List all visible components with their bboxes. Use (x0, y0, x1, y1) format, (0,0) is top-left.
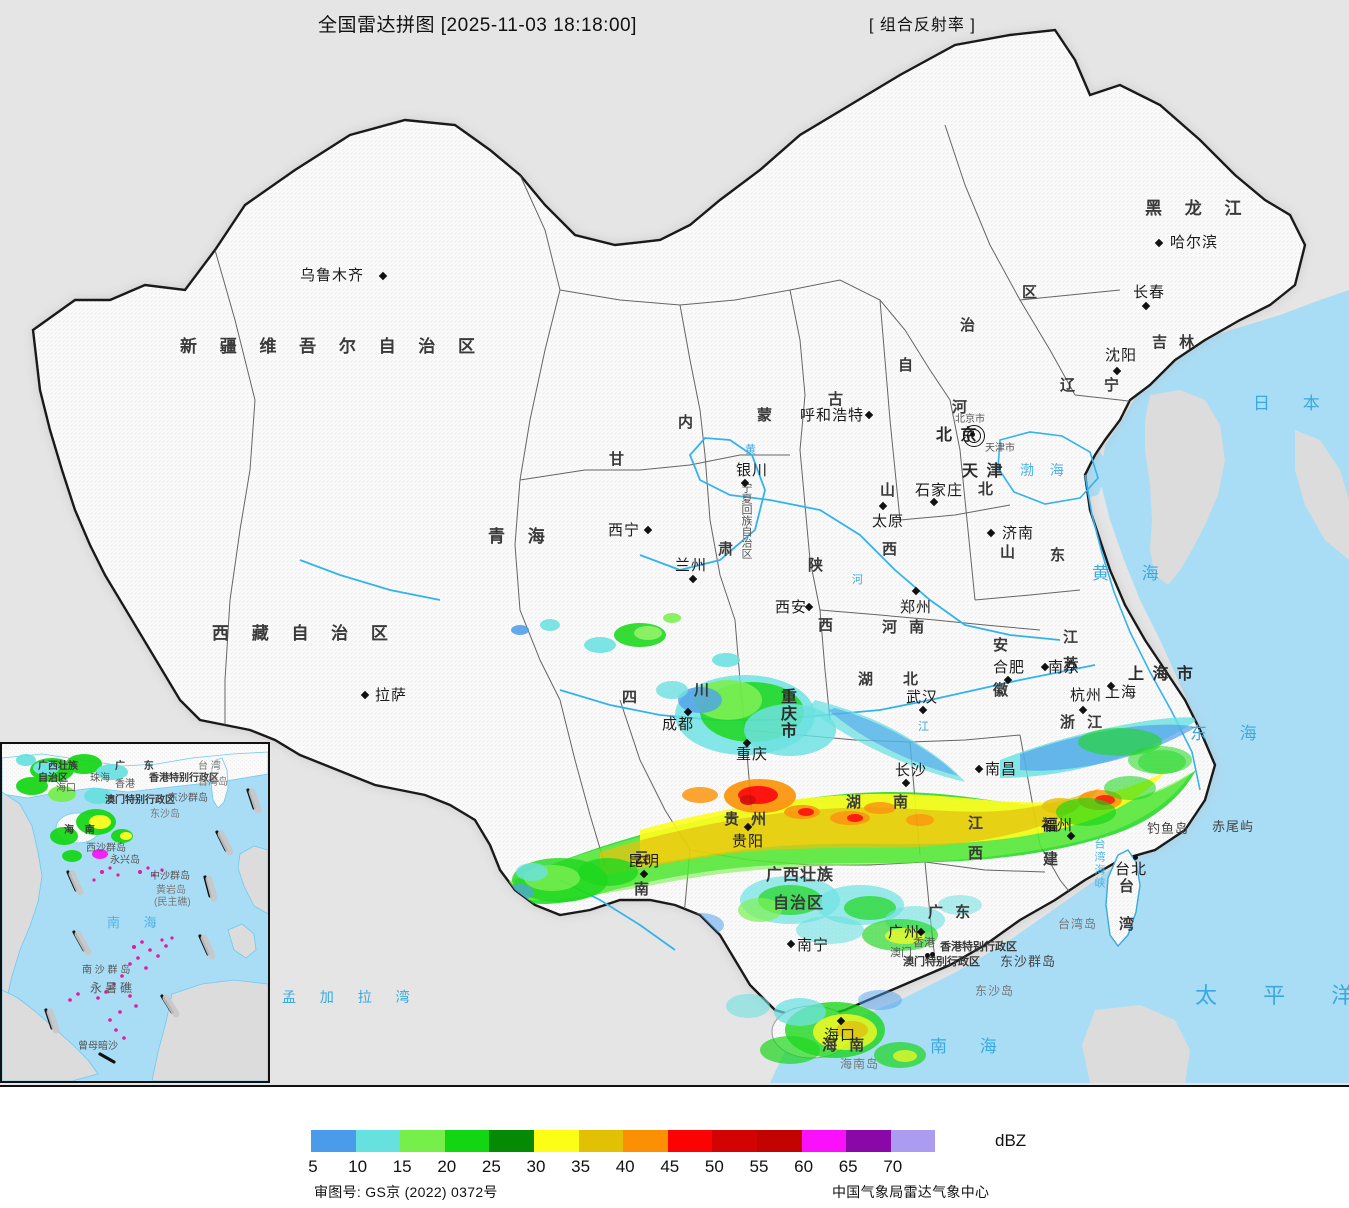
color-swatch-15 (400, 1130, 445, 1152)
color-scale-ticks: 5 10 15 20 25 30 35 40 45 50 55 60 65 70 (308, 1157, 1001, 1177)
scale-tick-20: 20 (437, 1157, 457, 1176)
scale-tick-55: 55 (749, 1157, 769, 1176)
color-swatch-50 (712, 1130, 757, 1152)
color-scale-unit: dBZ (995, 1131, 1027, 1150)
source-attribution: 中国气象局雷达气象中心 (832, 1184, 990, 1200)
legend-product-label: [ 组合反射率 ] (869, 17, 976, 34)
inset-map-svg (2, 744, 268, 1081)
radar-site-ring-inner (967, 429, 981, 443)
scale-tick-45: 45 (660, 1157, 680, 1176)
legend-panel (0, 1085, 1349, 1208)
radar-site-ring-outer (963, 425, 985, 447)
city-marker-xianggang (930, 952, 935, 957)
scale-tick-25: 25 (481, 1157, 501, 1176)
scale-tick-70: 70 (883, 1157, 903, 1176)
color-swatch-20 (444, 1130, 490, 1152)
approval-number: 审图号: GS京 (2022) 0372号 (314, 1184, 498, 1200)
scale-tick-65: 65 (838, 1157, 858, 1176)
color-swatch-70 (890, 1130, 936, 1152)
color-scale-bar[interactable] (311, 1130, 936, 1152)
scale-tick-40: 40 (615, 1157, 635, 1176)
city-marker-aomen (925, 953, 930, 958)
scale-tick-35: 35 (571, 1157, 591, 1176)
south-china-sea-inset[interactable]: 广西壮族 自治区 广 东 珠海 香港 香港特别行政区 澳门特别行政区 台 湾 台… (0, 742, 270, 1083)
color-swatch-45 (667, 1130, 713, 1152)
scale-tick-60: 60 (794, 1157, 814, 1176)
color-swatch-25 (489, 1130, 534, 1152)
radar-site-core (970, 432, 975, 437)
color-swatch-55 (756, 1130, 802, 1152)
color-swatch-5 (311, 1130, 356, 1152)
scale-tick-30: 30 (526, 1157, 546, 1176)
color-swatch-30 (533, 1130, 579, 1152)
color-swatch-40 (623, 1130, 668, 1152)
color-swatch-60 (801, 1130, 847, 1152)
city-marker-taibei (1133, 855, 1138, 860)
scale-tick-5: 5 (308, 1157, 318, 1176)
color-swatch-65 (846, 1130, 891, 1152)
color-swatch-10 (355, 1130, 401, 1152)
color-swatch-35 (578, 1130, 624, 1152)
scale-tick-10: 10 (348, 1157, 368, 1176)
scale-tick-50: 50 (704, 1157, 724, 1176)
scale-tick-15: 15 (392, 1157, 412, 1176)
map-canvas[interactable]: 新 疆 维 吾 尔 自 治 区 西 藏 自 治 区 青 海 甘 肃 内 蒙 古 … (0, 0, 1349, 1083)
legend-title: 全国雷达拼图 [2025-11-03 18:18:00] (318, 15, 637, 36)
